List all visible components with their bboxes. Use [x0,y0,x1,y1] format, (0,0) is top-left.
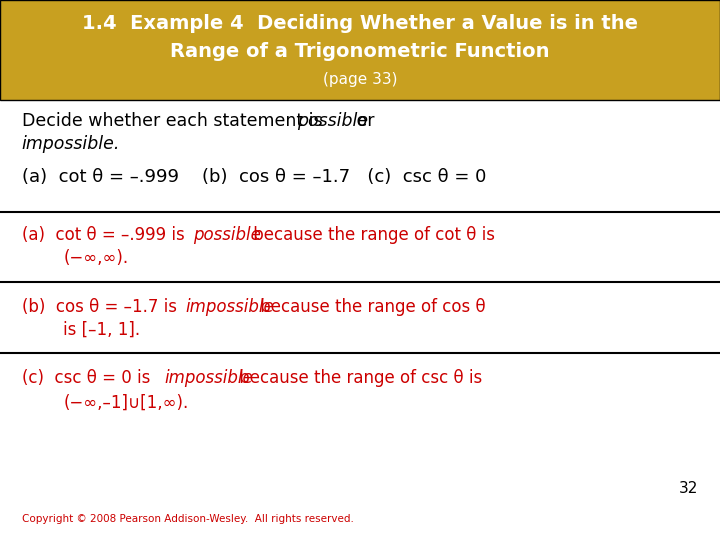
Text: 1.4  Example 4  Deciding Whether a Value is in the: 1.4 Example 4 Deciding Whether a Value i… [82,14,638,33]
Text: 32: 32 [679,481,698,496]
Text: (−∞,–1]∪[1,∞).: (−∞,–1]∪[1,∞). [63,393,189,411]
Text: impossible: impossible [185,298,274,316]
Text: Range of a Trigonometric Function: Range of a Trigonometric Function [170,42,550,61]
Text: (−∞,∞).: (−∞,∞). [63,249,128,267]
Text: (a)  cot θ = –.999    (b)  cos θ = –1.7   (c)  csc θ = 0: (a) cot θ = –.999 (b) cos θ = –1.7 (c) c… [22,168,486,186]
Text: Copyright © 2008 Pearson Addison-Wesley.  All rights reserved.: Copyright © 2008 Pearson Addison-Wesley.… [22,515,354,524]
Text: because the range of csc θ is: because the range of csc θ is [234,369,482,387]
Text: possible: possible [193,226,261,244]
Text: because the range of cos θ: because the range of cos θ [255,298,485,316]
Text: (c)  csc θ = 0 is: (c) csc θ = 0 is [22,369,156,387]
Text: (page 33): (page 33) [323,72,397,87]
FancyBboxPatch shape [0,0,720,100]
Text: impossible.: impossible. [22,135,120,153]
Text: impossible: impossible [164,369,253,387]
Text: is [–1, 1].: is [–1, 1]. [63,320,140,339]
Text: because the range of cot θ is: because the range of cot θ is [248,226,495,244]
Text: (a)  cot θ = –.999 is: (a) cot θ = –.999 is [22,226,189,244]
Text: or: or [351,112,375,131]
Text: Decide whether each statement is: Decide whether each statement is [22,112,328,131]
Text: possible: possible [297,112,368,131]
Text: (b)  cos θ = –1.7 is: (b) cos θ = –1.7 is [22,298,182,316]
